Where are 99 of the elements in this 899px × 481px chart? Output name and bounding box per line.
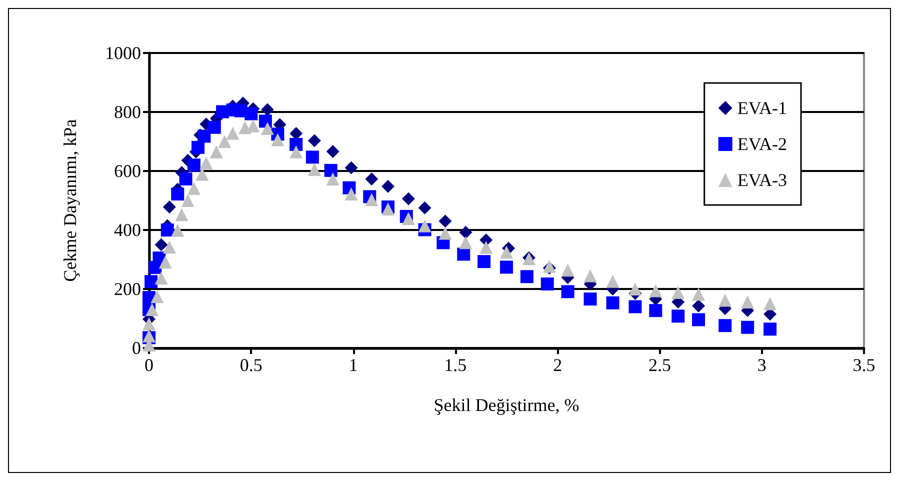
point [196, 168, 209, 181]
point [649, 284, 662, 298]
x-tick-label: 3.5 [852, 355, 876, 375]
y-tick-label: 600 [114, 161, 141, 181]
point [179, 172, 192, 186]
point [271, 133, 284, 146]
point [158, 256, 172, 269]
point [649, 304, 662, 318]
point [210, 145, 223, 158]
point [198, 130, 211, 143]
point [171, 224, 184, 237]
point [561, 285, 574, 298]
y-tick-label: 1000 [105, 43, 141, 63]
point [244, 107, 258, 120]
point [500, 260, 513, 274]
point [672, 286, 685, 300]
point [290, 145, 303, 158]
x-tick-label: 0.5 [240, 355, 262, 375]
point [402, 192, 415, 206]
point [692, 299, 706, 312]
point [606, 274, 620, 288]
point [365, 172, 378, 186]
point [290, 138, 303, 151]
point [218, 135, 232, 148]
x-tick-label: 1.5 [444, 355, 467, 375]
point [459, 226, 472, 239]
point [718, 294, 732, 307]
x-tick-label: 2.5 [648, 355, 671, 375]
x-tick-label: 0 [144, 355, 154, 375]
point [171, 188, 184, 201]
point [308, 163, 321, 176]
point [187, 182, 200, 195]
point [584, 292, 597, 306]
point [457, 248, 470, 261]
point [308, 134, 321, 148]
point [480, 240, 493, 254]
point [692, 288, 706, 301]
point [500, 246, 513, 259]
point [584, 269, 597, 282]
point [764, 297, 777, 310]
point [200, 156, 213, 170]
point [628, 282, 642, 296]
x-tick-label: 1 [348, 355, 358, 375]
point [344, 188, 358, 201]
point [478, 255, 491, 268]
point [741, 295, 754, 308]
point [326, 172, 340, 186]
point [418, 201, 432, 214]
y-tick-label: 200 [114, 279, 141, 299]
point [418, 219, 432, 232]
point [175, 208, 188, 222]
point [628, 300, 642, 314]
point [162, 240, 176, 254]
point [365, 193, 378, 206]
point [181, 194, 194, 207]
point [459, 236, 472, 250]
y-tick-label: 800 [114, 102, 141, 122]
point [146, 303, 159, 316]
point [561, 264, 574, 277]
point [344, 161, 358, 174]
point [438, 214, 452, 228]
point [192, 140, 205, 154]
point [606, 296, 620, 310]
point [764, 322, 777, 336]
point [260, 122, 274, 136]
point [520, 270, 534, 284]
point [438, 226, 452, 240]
x-axis-title: Şekil Değiştirme, % [434, 395, 580, 415]
y-tick-label: 0 [132, 338, 141, 358]
point [326, 145, 340, 158]
point [150, 290, 164, 304]
y-axis-title: Çekme Dayanımı, kPa [60, 119, 80, 282]
legend-label: EVA-3 [737, 170, 788, 190]
point [540, 277, 554, 290]
point [144, 275, 158, 288]
point [672, 310, 685, 323]
point [306, 150, 319, 164]
point [187, 158, 200, 172]
point [162, 200, 176, 214]
point [260, 103, 274, 116]
point [718, 319, 732, 332]
point [160, 224, 174, 236]
point [226, 126, 240, 140]
point [246, 119, 260, 132]
legend-label: EVA-2 [737, 134, 788, 154]
point [382, 180, 395, 193]
point [324, 164, 338, 177]
y-tick-label: 400 [114, 220, 141, 240]
point [382, 202, 395, 216]
point [258, 114, 272, 128]
point [741, 320, 754, 334]
x-tick-label: 2 [553, 355, 562, 375]
point [208, 120, 221, 134]
point [692, 313, 706, 326]
point [154, 238, 168, 252]
point [142, 317, 156, 330]
point [154, 272, 168, 285]
x-tick-label: 3 [757, 355, 766, 375]
legend-label: EVA-1 [737, 98, 788, 118]
